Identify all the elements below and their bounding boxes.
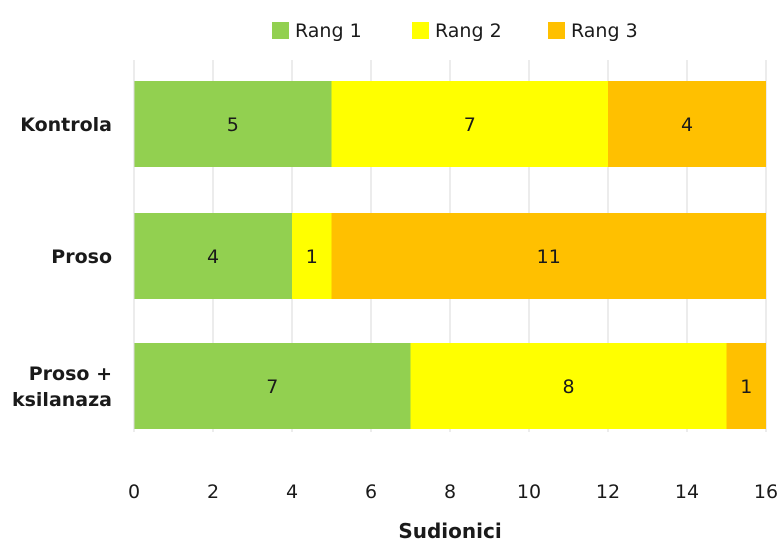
bar-segment	[331, 213, 766, 299]
bars	[134, 81, 766, 429]
x-tick-label: 0	[128, 481, 140, 503]
data-label: 11	[537, 246, 561, 268]
legend-label: Rang 2	[435, 20, 502, 42]
legend-swatch	[412, 22, 429, 39]
x-tick-label: 12	[596, 481, 620, 503]
bar-segment	[331, 81, 608, 167]
legend-swatch	[272, 22, 289, 39]
data-label: 4	[681, 114, 693, 136]
category-label: Kontrola	[20, 114, 112, 136]
data-label: 1	[306, 246, 318, 268]
x-tick-label: 16	[754, 481, 778, 503]
x-tick-label: 14	[675, 481, 699, 503]
data-label: 4	[207, 246, 219, 268]
data-label: 5	[227, 114, 239, 136]
category-label: Proso + ksilanaza	[12, 363, 112, 411]
x-tick-label: 10	[517, 481, 541, 503]
x-tick-label: 2	[207, 481, 219, 503]
bar-segment	[134, 81, 332, 167]
category-label: Proso	[51, 246, 112, 268]
data-label: 7	[266, 376, 278, 398]
legend-label: Rang 1	[295, 20, 362, 42]
legend-swatch	[548, 22, 565, 39]
x-tick-label: 6	[365, 481, 377, 503]
bar-segment	[134, 343, 411, 429]
data-label: 8	[562, 376, 574, 398]
bar-segment	[134, 213, 292, 299]
x-axis-title: Sudionici	[398, 519, 501, 543]
bar-segment	[608, 81, 766, 167]
legend-label: Rang 3	[571, 20, 638, 42]
bar-segment	[292, 213, 332, 299]
legend: Rang 1 Rang 2 Rang 3	[272, 20, 638, 42]
data-label: 1	[740, 376, 752, 398]
bar-segment	[726, 343, 766, 429]
x-tick-label: 4	[286, 481, 298, 503]
data-label: 7	[464, 114, 476, 136]
data-labels: 5 7 44 1 117 8 1	[207, 114, 752, 398]
bar-segment	[410, 343, 727, 429]
x-tick-label: 8	[444, 481, 456, 503]
